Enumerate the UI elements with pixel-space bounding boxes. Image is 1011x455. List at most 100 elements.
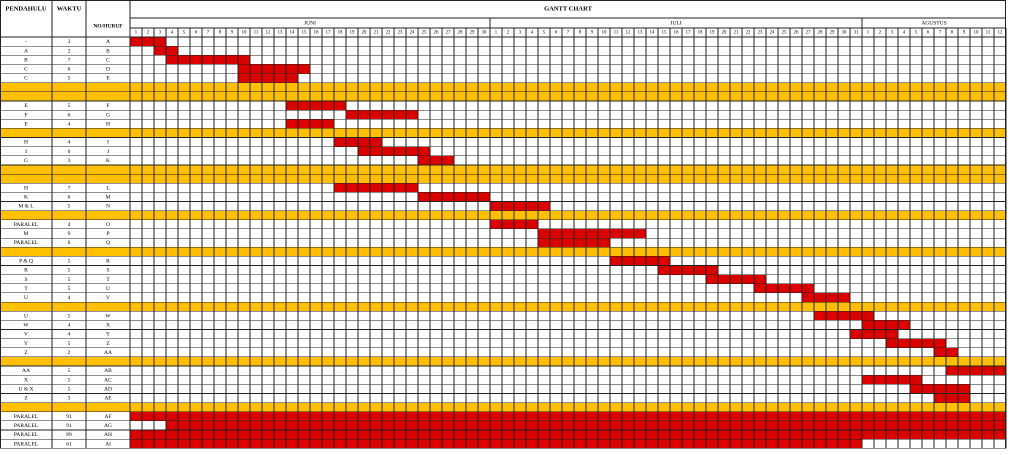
duration-cell: 89	[66, 432, 72, 438]
duration-cell: 6	[68, 112, 71, 118]
task-bar-a	[130, 37, 166, 47]
predecessor-cell: W	[23, 322, 29, 328]
task-code-cell: Z	[106, 341, 110, 347]
separator-row	[0, 210, 1006, 220]
day-number: 21	[734, 31, 739, 36]
separator-row	[0, 402, 1006, 412]
day-number: 17	[326, 31, 331, 36]
task-code-cell: AC	[104, 377, 112, 383]
predecessor-cell: PARALEL	[14, 423, 39, 429]
day-number: 23	[758, 31, 763, 36]
duration-cell: 4	[68, 140, 71, 146]
day-number: 18	[698, 31, 703, 36]
task-bar-ah	[130, 430, 1006, 440]
task-code-cell: H	[106, 121, 110, 127]
day-number: 4	[903, 31, 906, 36]
duration-cell: 5	[68, 277, 71, 283]
grid-layer	[0, 82, 1006, 412]
predecessor-cell: Z	[24, 396, 28, 402]
predecessor-cell: -	[25, 39, 27, 45]
day-number: 2	[147, 31, 150, 36]
day-number: 17	[686, 31, 691, 36]
separator-row	[0, 302, 1006, 312]
task-bar-ab	[946, 366, 1006, 376]
predecessor-cell: P & Q	[19, 258, 33, 264]
predecessor-cell: U & X	[19, 386, 34, 392]
day-number: 24	[770, 31, 775, 36]
day-number: 28	[458, 31, 463, 36]
separator-row	[0, 91, 1006, 101]
task-bar-e	[238, 73, 298, 83]
day-number: 29	[470, 31, 475, 36]
day-number: 20	[722, 31, 727, 36]
task-code-cell: D	[106, 67, 110, 73]
task-code-cell: R	[106, 258, 110, 264]
task-bar-z	[886, 338, 946, 348]
duration-cell: 2	[68, 350, 71, 356]
month-label-juli: JULI	[670, 20, 681, 26]
task-bar-ad	[910, 384, 970, 394]
day-number: 25	[422, 31, 427, 36]
day-number: 3	[519, 31, 522, 36]
task-code-cell: F	[106, 103, 109, 109]
task-code-cell: AH	[104, 432, 112, 438]
day-number: 1	[495, 31, 498, 36]
day-number: 9	[591, 31, 594, 36]
duration-cell: 3	[68, 396, 71, 402]
task-code-cell: AE	[104, 396, 112, 402]
duration-cell: 5	[68, 268, 71, 274]
day-number: 16	[314, 31, 319, 36]
duration-cell: 2	[68, 48, 71, 54]
day-number: 3	[891, 31, 894, 36]
duration-cell: 6	[68, 240, 71, 246]
task-code-cell: U	[106, 286, 110, 292]
predecessor-cell: E	[24, 103, 28, 109]
duration-cell: 4	[68, 121, 71, 127]
predecessor-cell: Y	[24, 341, 28, 347]
day-number: 7	[939, 31, 942, 36]
duration-cell: 4	[68, 295, 71, 301]
predecessor-cell: E	[24, 121, 28, 127]
predecessor-cell: R	[24, 268, 28, 274]
predecessor-cell: PARALEL	[14, 414, 39, 420]
day-number: 30	[482, 31, 487, 36]
task-bar-f	[286, 100, 346, 111]
day-number: 5	[915, 31, 918, 36]
day-number: 31	[854, 31, 859, 36]
task-code-cell: K	[106, 158, 110, 164]
duration-cell: 5	[68, 368, 71, 374]
separator-row	[0, 247, 1006, 257]
task-bar-af	[130, 411, 1006, 421]
predecessor-cell: PARALEL	[14, 222, 39, 228]
duration-cell: 5	[68, 341, 71, 347]
task-bar-w	[814, 311, 874, 321]
duration-cell: 6	[68, 195, 71, 201]
task-bar-c	[166, 55, 250, 65]
predecessor-cell: H	[24, 140, 28, 146]
day-number: 1	[867, 31, 870, 36]
day-number: 12	[266, 31, 271, 36]
task-code-header: NO/HURUF	[93, 23, 123, 29]
task-code-cell: AI	[105, 441, 111, 447]
separator-row	[0, 164, 1006, 175]
predecessor-cell: U	[24, 313, 28, 319]
predecessor-cell: M & L	[18, 204, 34, 210]
day-number: 4	[531, 31, 534, 36]
day-number: 23	[398, 31, 403, 36]
task-code-cell: W	[105, 313, 111, 319]
day-number: 8	[579, 31, 582, 36]
day-number: 26	[434, 31, 439, 36]
duration-cell: 3	[68, 39, 71, 45]
month-label-juni: JUNI	[304, 20, 316, 26]
separator-row	[0, 82, 1006, 92]
day-number: 3	[159, 31, 162, 36]
day-number: 30	[842, 31, 847, 36]
day-number: 12	[626, 31, 631, 36]
task-code-cell: AG	[104, 423, 112, 429]
day-number: 6	[555, 31, 558, 36]
task-code-cell: AD	[104, 386, 112, 392]
task-bar-u	[754, 283, 814, 293]
task-code-cell: X	[106, 322, 110, 328]
duration-cell: 5	[68, 258, 71, 264]
